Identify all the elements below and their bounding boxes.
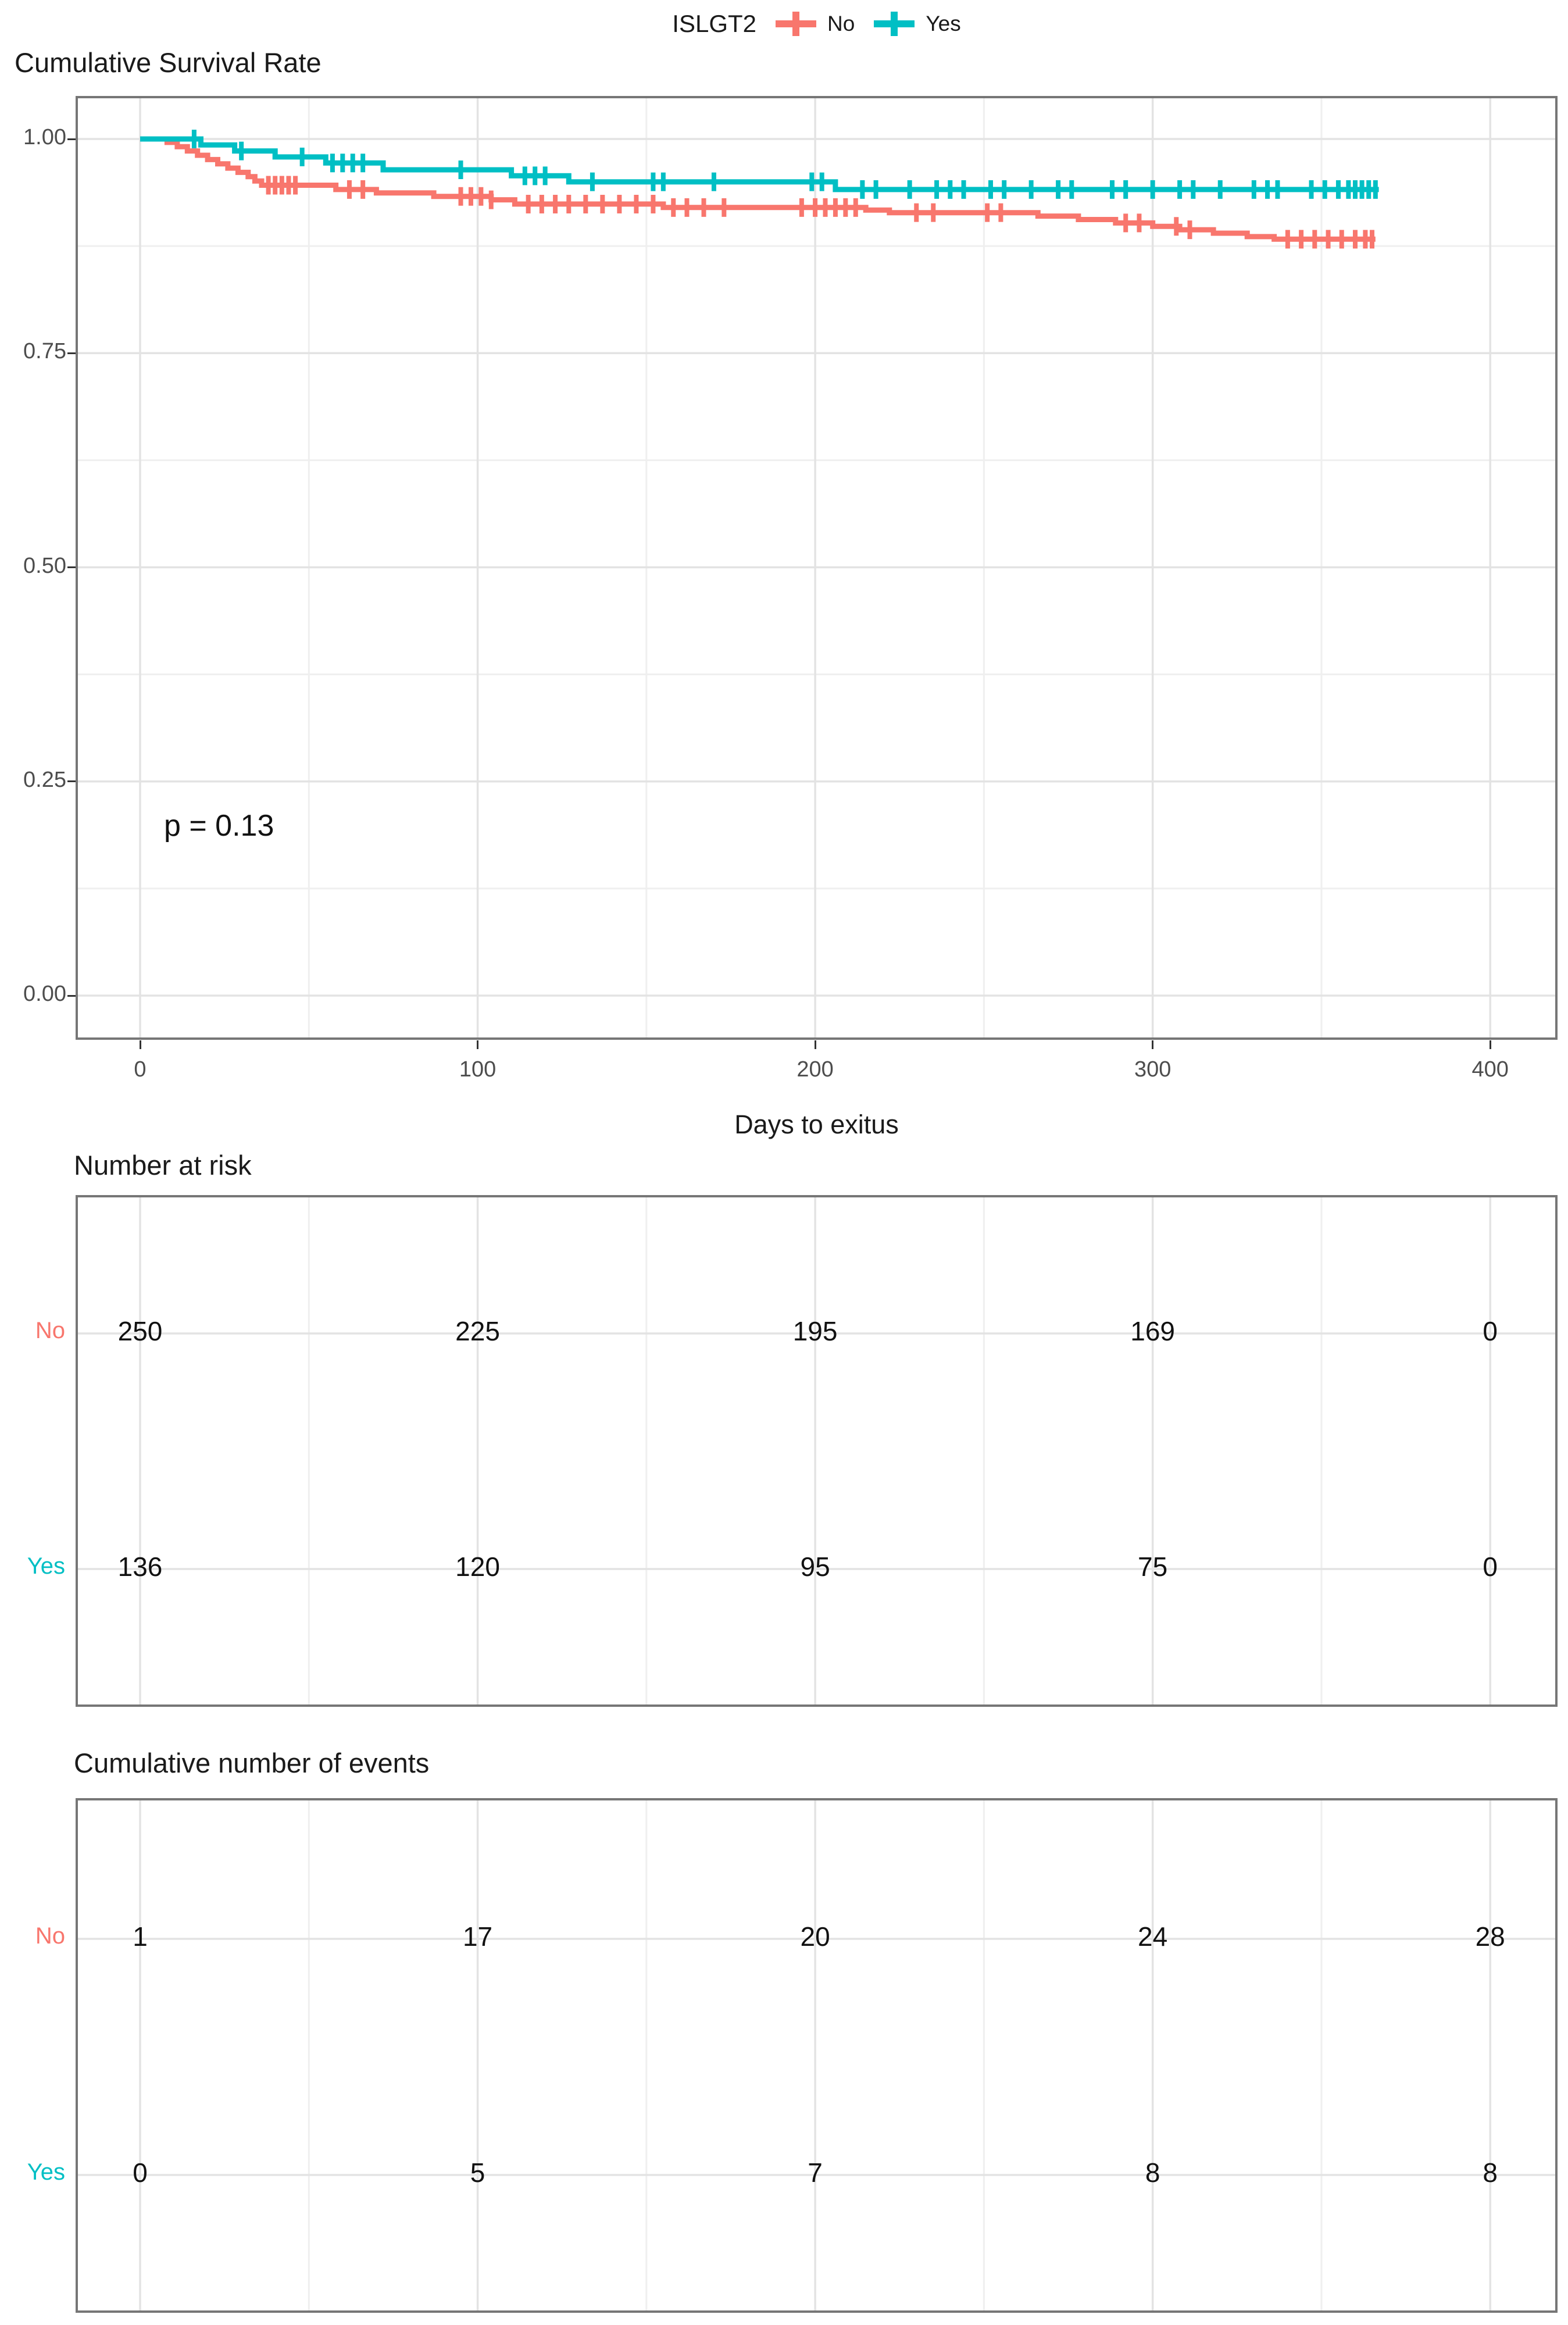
km-curves-chart [78, 98, 1555, 1037]
y-tick-label: 0.75 [23, 339, 66, 364]
risk-cell-no-t400: 0 [1483, 1316, 1498, 1346]
x-axis-title: Days to exitus [734, 1110, 899, 1139]
x-tick-label: 200 [796, 1057, 834, 1082]
y-tick-mark [67, 352, 76, 354]
events-cell-yes-t300: 8 [1145, 2158, 1160, 2188]
x-tick-mark [1489, 1040, 1491, 1049]
events-cell-no-t100: 17 [462, 1921, 493, 1952]
events-cell-no-t0: 1 [133, 1921, 148, 1952]
plot-title: Cumulative Survival Rate [15, 47, 322, 78]
events-row-label-no: No [35, 1923, 65, 1949]
x-tick-label: 0 [134, 1057, 147, 1082]
risk-cell-no-t0: 250 [117, 1316, 163, 1346]
legend-item-label: No [827, 12, 855, 35]
x-tick-mark [814, 1040, 816, 1049]
legend-title: ISLGT2 [672, 10, 757, 37]
risk-table-grid [78, 1197, 1555, 1704]
y-tick-mark [67, 780, 76, 783]
x-tick-mark [1152, 1040, 1154, 1049]
events-cell-yes-t0: 0 [133, 2158, 148, 2188]
y-tick-label: 0.25 [23, 767, 66, 792]
x-tick-mark [477, 1040, 479, 1049]
y-tick-mark [67, 566, 76, 568]
risk-cell-no-t200: 195 [792, 1316, 838, 1346]
y-tick-label: 1.00 [23, 125, 66, 149]
risk-cell-yes-t100: 120 [455, 1552, 500, 1582]
events-cell-no-t200: 20 [800, 1921, 830, 1952]
events-cell-yes-t200: 7 [808, 2158, 823, 2188]
x-tick-label: 100 [459, 1057, 497, 1082]
risk-cell-yes-t300: 75 [1138, 1552, 1168, 1582]
risk-cell-no-t100: 225 [455, 1316, 500, 1346]
events-cell-no-t300: 24 [1138, 1921, 1168, 1952]
events-cell-yes-t400: 8 [1483, 2158, 1498, 2188]
risk-cell-yes-t400: 0 [1483, 1552, 1498, 1582]
events-table-title: Cumulative number of events [74, 1748, 430, 1778]
y-tick-label: 0.00 [23, 982, 66, 1006]
legend-item-no: No [774, 9, 855, 39]
events-table-panel: 1 17 20 24 28 0 5 7 8 8 [76, 1798, 1558, 2313]
y-tick-mark [67, 138, 76, 140]
censor-plus-icon [776, 12, 817, 36]
risk-table-panel: 250 225 195 169 0 136 120 95 75 0 [76, 1195, 1558, 1707]
risk-row-label-yes: Yes [27, 1553, 65, 1579]
y-tick-mark [67, 994, 76, 997]
x-tick-label: 300 [1134, 1057, 1171, 1082]
legend: ISLGT2 No Yes [76, 3, 1558, 44]
legend-item-yes: Yes [872, 9, 961, 39]
survival-plot-panel [76, 96, 1558, 1040]
km-curve-no [140, 136, 1376, 242]
events-cell-no-t400: 28 [1475, 1921, 1505, 1952]
risk-row-label-no: No [35, 1318, 65, 1343]
risk-cell-yes-t0: 136 [117, 1552, 163, 1582]
legend-item-label: Yes [926, 12, 961, 35]
p-value-annotation: p = 0.13 [164, 809, 274, 843]
x-tick-label: 400 [1471, 1057, 1509, 1082]
x-tick-mark [139, 1040, 141, 1049]
risk-cell-yes-t200: 95 [800, 1552, 830, 1582]
risk-table-title: Number at risk [74, 1150, 252, 1181]
y-tick-label: 0.50 [23, 553, 66, 578]
events-row-label-yes: Yes [27, 2159, 65, 2185]
censor-plus-icon [874, 12, 915, 36]
events-cell-yes-t100: 5 [470, 2158, 485, 2188]
risk-cell-no-t300: 169 [1130, 1316, 1176, 1346]
events-table-grid [78, 1800, 1555, 2310]
